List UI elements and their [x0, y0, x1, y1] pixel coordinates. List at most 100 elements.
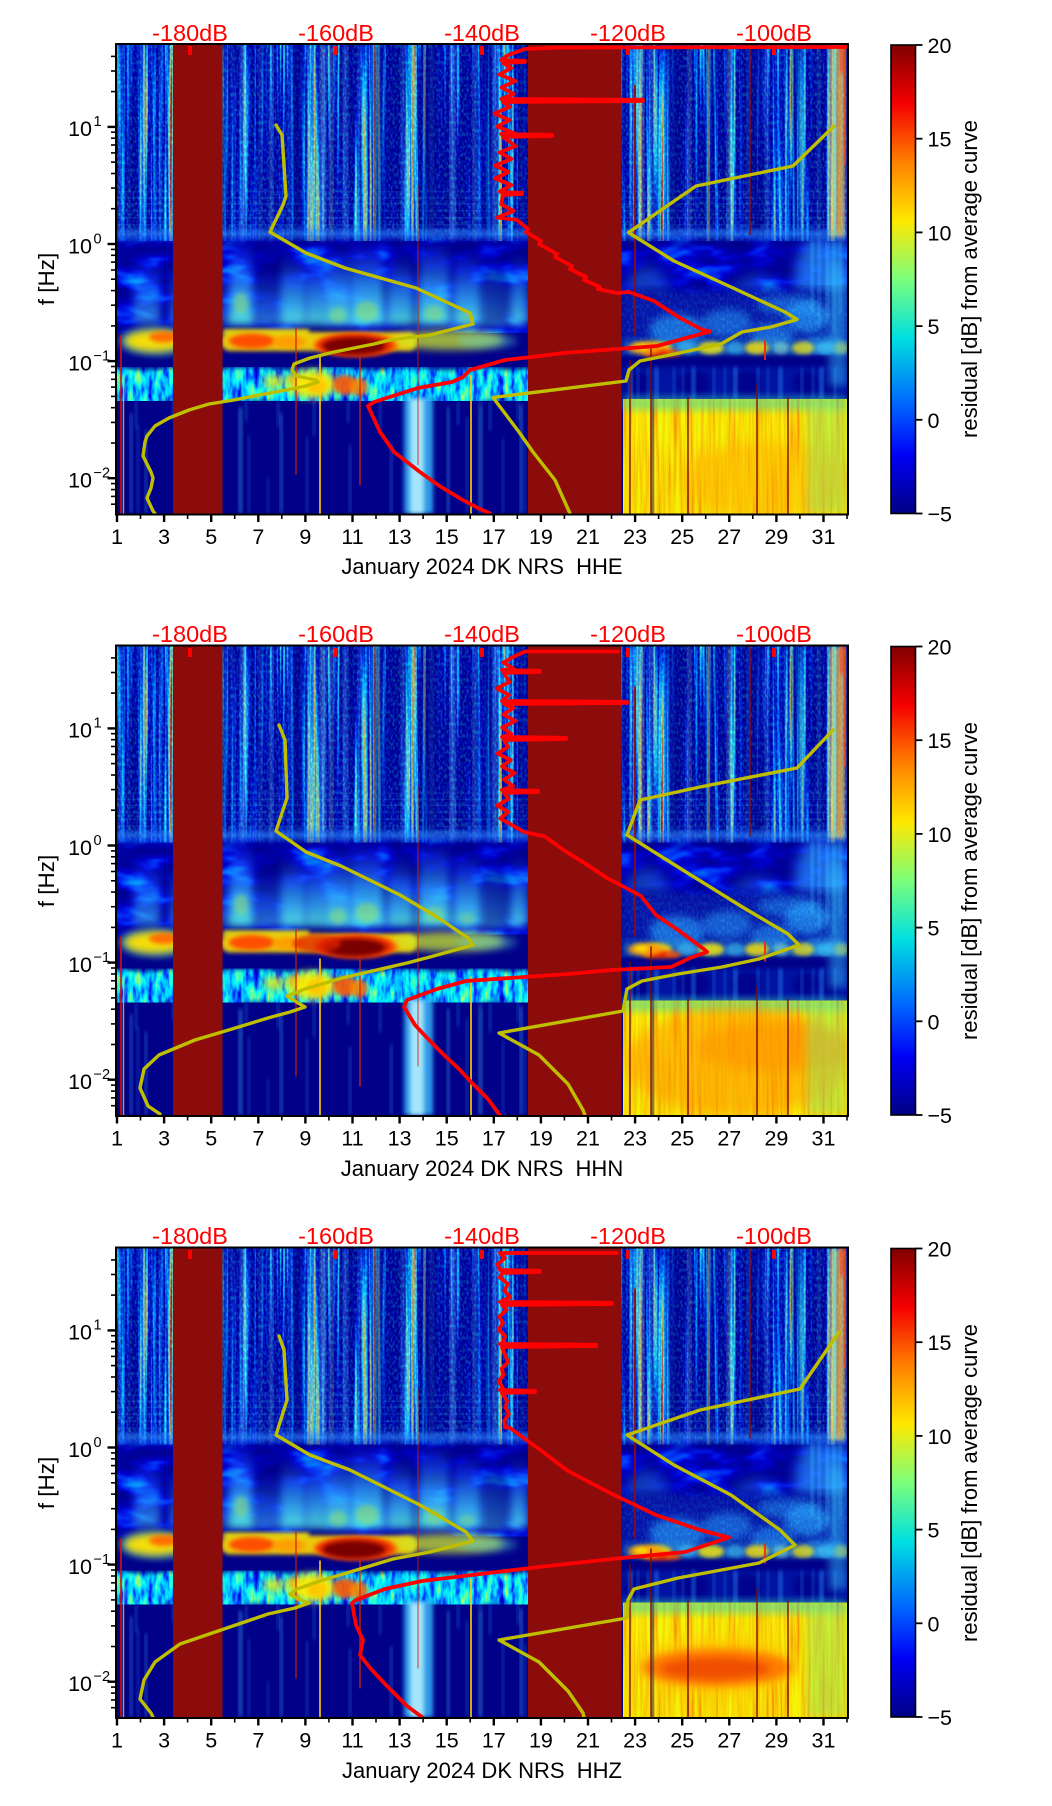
svg-text:17: 17	[482, 1729, 506, 1753]
svg-text:January 2024 DK NRS HHE: January 2024 DK NRS HHE	[341, 554, 622, 579]
svg-text:15: 15	[435, 525, 459, 549]
svg-text:10: 10	[68, 836, 92, 860]
svg-text:1: 1	[94, 114, 102, 130]
svg-text:20: 20	[928, 636, 952, 660]
svg-text:10: 10	[68, 234, 92, 258]
svg-text:10: 10	[68, 469, 92, 493]
svg-text:0: 0	[94, 833, 102, 849]
svg-text:−5: −5	[928, 503, 953, 527]
svg-text:0: 0	[928, 409, 940, 433]
svg-text:3: 3	[158, 1729, 170, 1753]
svg-text:5: 5	[928, 315, 940, 339]
svg-text:January 2024 DK NRS HHN: January 2024 DK NRS HHN	[341, 1156, 623, 1181]
svg-text:5: 5	[205, 525, 217, 549]
svg-text:1: 1	[94, 1318, 102, 1334]
svg-text:0: 0	[94, 231, 102, 247]
svg-text:10: 10	[928, 221, 952, 245]
svg-text:-180dB: -180dB	[152, 1223, 228, 1249]
svg-text:9: 9	[299, 1729, 311, 1753]
svg-text:-140dB: -140dB	[444, 20, 520, 46]
svg-text:10: 10	[68, 1321, 92, 1345]
svg-text:1: 1	[111, 525, 123, 549]
svg-text:residual [dB] from average cur: residual [dB] from average curve	[957, 722, 982, 1040]
svg-text:January 2024 DK NRS HHZ: January 2024 DK NRS HHZ	[342, 1758, 622, 1783]
svg-text:29: 29	[764, 525, 788, 549]
svg-text:5: 5	[205, 1729, 217, 1753]
svg-text:7: 7	[252, 1127, 264, 1151]
svg-text:-120dB: -120dB	[590, 621, 666, 647]
svg-text:7: 7	[252, 1729, 264, 1753]
svg-text:10: 10	[68, 1438, 92, 1462]
svg-text:10: 10	[68, 351, 92, 375]
svg-text:15: 15	[928, 128, 952, 152]
svg-text:27: 27	[717, 1127, 741, 1151]
svg-text:-160dB: -160dB	[298, 621, 374, 647]
svg-text:10: 10	[68, 117, 92, 141]
svg-text:-120dB: -120dB	[590, 1223, 666, 1249]
svg-text:−1: −1	[94, 348, 111, 364]
svg-text:−2: −2	[94, 1669, 111, 1685]
svg-text:−5: −5	[928, 1104, 953, 1128]
svg-text:f [Hz]: f [Hz]	[34, 1457, 59, 1510]
svg-text:15: 15	[928, 1331, 952, 1355]
svg-text:13: 13	[388, 525, 412, 549]
svg-text:20: 20	[928, 1238, 952, 1262]
svg-text:11: 11	[341, 1127, 363, 1151]
svg-text:27: 27	[717, 525, 741, 549]
svg-text:0: 0	[928, 1010, 940, 1034]
svg-text:-100dB: -100dB	[736, 20, 812, 46]
svg-text:11: 11	[341, 525, 363, 549]
svg-text:10: 10	[928, 1425, 952, 1449]
svg-text:19: 19	[529, 1127, 553, 1151]
svg-text:-160dB: -160dB	[298, 20, 374, 46]
svg-text:f [Hz]: f [Hz]	[34, 253, 59, 306]
svg-text:−5: −5	[928, 1706, 953, 1730]
svg-text:17: 17	[482, 525, 506, 549]
svg-text:7: 7	[252, 525, 264, 549]
svg-text:−1: −1	[94, 1552, 111, 1568]
svg-text:17: 17	[482, 1127, 506, 1151]
svg-text:31: 31	[812, 1127, 836, 1151]
svg-text:23: 23	[623, 525, 647, 549]
svg-text:29: 29	[764, 1127, 788, 1151]
svg-text:−2: −2	[94, 1067, 111, 1083]
svg-text:21: 21	[576, 1127, 600, 1151]
svg-text:5: 5	[928, 1519, 940, 1543]
svg-text:10: 10	[68, 1672, 92, 1696]
svg-text:-140dB: -140dB	[444, 621, 520, 647]
svg-text:0: 0	[928, 1612, 940, 1636]
svg-text:13: 13	[388, 1729, 412, 1753]
svg-text:25: 25	[670, 1729, 694, 1753]
svg-text:19: 19	[529, 525, 553, 549]
svg-text:-100dB: -100dB	[736, 1223, 812, 1249]
svg-text:-120dB: -120dB	[590, 20, 666, 46]
svg-text:3: 3	[158, 1127, 170, 1151]
svg-text:15: 15	[435, 1729, 459, 1753]
svg-text:10: 10	[68, 1070, 92, 1094]
svg-text:5: 5	[205, 1127, 217, 1151]
svg-text:27: 27	[717, 1729, 741, 1753]
svg-text:23: 23	[623, 1729, 647, 1753]
svg-text:25: 25	[670, 525, 694, 549]
svg-text:-140dB: -140dB	[444, 1223, 520, 1249]
svg-text:residual [dB] from average cur: residual [dB] from average curve	[957, 120, 982, 438]
svg-text:25: 25	[670, 1127, 694, 1151]
svg-text:-180dB: -180dB	[152, 20, 228, 46]
svg-text:3: 3	[158, 525, 170, 549]
svg-text:11: 11	[341, 1729, 363, 1753]
svg-text:9: 9	[299, 1127, 311, 1151]
svg-text:29: 29	[764, 1729, 788, 1753]
svg-text:10: 10	[68, 719, 92, 743]
svg-text:10: 10	[68, 953, 92, 977]
svg-text:21: 21	[576, 525, 600, 549]
svg-text:5: 5	[928, 917, 940, 941]
svg-text:23: 23	[623, 1127, 647, 1151]
svg-text:1: 1	[111, 1127, 123, 1151]
svg-text:0: 0	[94, 1435, 102, 1451]
svg-text:31: 31	[812, 525, 836, 549]
svg-text:-100dB: -100dB	[736, 621, 812, 647]
svg-text:19: 19	[529, 1729, 553, 1753]
svg-text:f [Hz]: f [Hz]	[34, 855, 59, 908]
svg-text:15: 15	[928, 729, 952, 753]
svg-text:9: 9	[299, 525, 311, 549]
